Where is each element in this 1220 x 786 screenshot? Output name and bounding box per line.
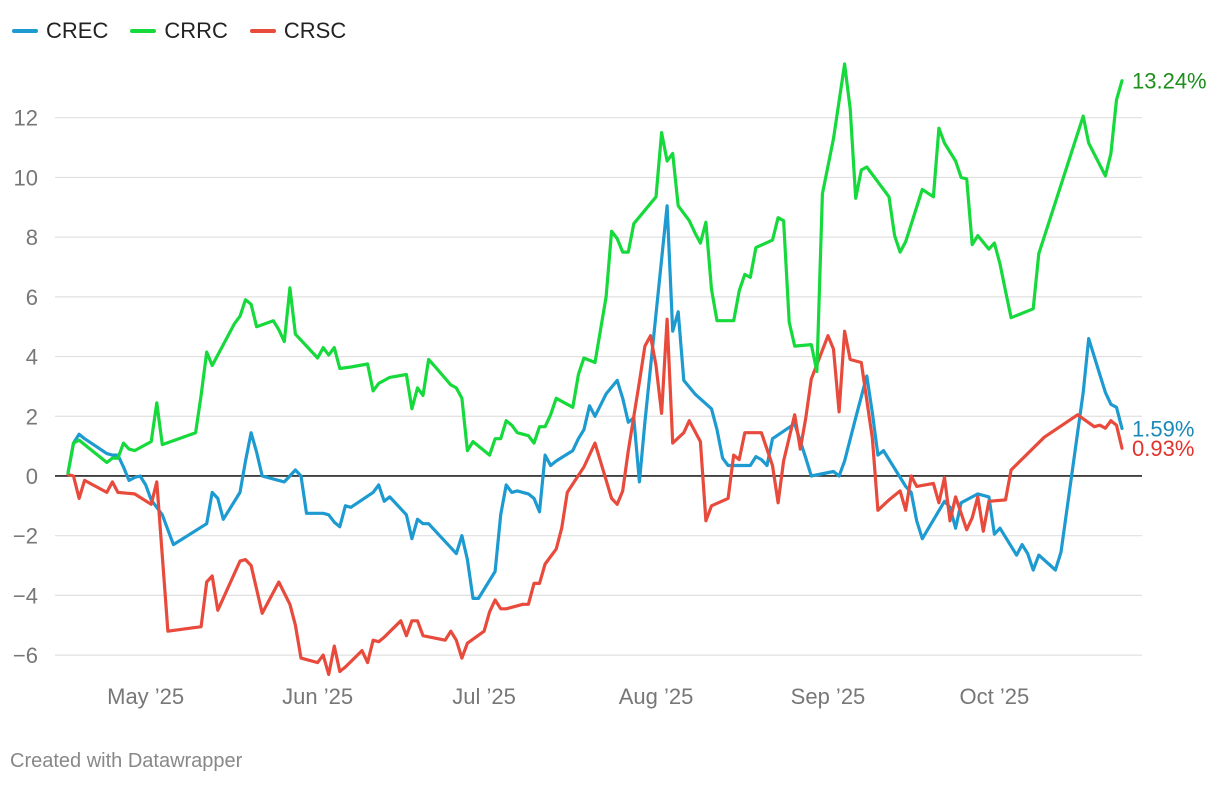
legend-swatch-crrc [130, 29, 157, 33]
legend-item-crrc: CRRC [130, 18, 228, 44]
series-lines [66, 62, 1124, 677]
x-tick-label: May ’25 [107, 684, 184, 709]
end-label-crec: 1.59% [1132, 417, 1194, 442]
legend-label-crsc: CRSC [283, 18, 347, 43]
x-tick-label: Jun ’25 [282, 684, 353, 709]
legend-swatch-crec [12, 29, 38, 33]
end-labels: 1.59% 13.24% 0.93% [1132, 69, 1207, 462]
y-tick-label: −2 [13, 524, 38, 549]
footer-credit: Created with Datawrapper [10, 750, 243, 772]
legend-label-crrc: CRRC [164, 18, 228, 43]
y-tick-label: −4 [13, 583, 38, 608]
y-tick-label: 6 [26, 285, 38, 310]
y-tick-label: 8 [26, 225, 38, 250]
x-tick-label: Oct ’25 [960, 684, 1030, 709]
end-label-crsc: 0.93% [1132, 436, 1194, 461]
legend-swatch-crsc [249, 29, 276, 33]
legend-item-crec: CREC [12, 18, 108, 44]
y-tick-label: 0 [26, 464, 38, 489]
x-tick-label: Jul ’25 [452, 684, 516, 709]
y-tick-label: 10 [14, 165, 38, 190]
x-axis-ticks: May ’25 Jun ’25 Jul ’25 Aug ’25 Sep ’25 Oct ’… [107, 684, 1029, 709]
grid-lines [55, 117, 1142, 656]
end-label-crrc: 13.24% [1132, 69, 1207, 94]
legend-item-crsc: CRSC [249, 18, 347, 44]
y-tick-label: 4 [26, 345, 38, 370]
series-line-crec [66, 204, 1124, 600]
legend-label-crec: CREC [46, 18, 109, 43]
series-line-crsc [66, 317, 1124, 677]
y-tick-label: −6 [13, 643, 38, 668]
y-axis-ticks: 12 10 8 6 4 2 0 −2 −4 −6 [13, 106, 38, 668]
chart-legend: CREC CRRC CRSC [12, 18, 346, 44]
y-tick-label: 2 [26, 404, 38, 429]
series-line-crrc [66, 62, 1124, 475]
x-tick-label: Sep ’25 [791, 684, 866, 709]
x-tick-label: Aug ’25 [619, 684, 694, 709]
y-tick-label: 12 [14, 106, 38, 131]
